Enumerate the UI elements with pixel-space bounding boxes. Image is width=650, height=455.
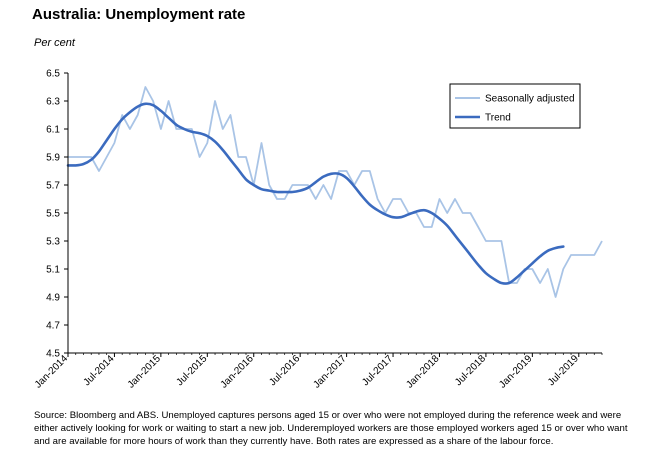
x-tick-label: Jul-2018 <box>453 353 488 388</box>
x-tick-label: Jan-2019 <box>497 353 535 391</box>
x-tick-label: Jul-2017 <box>360 353 395 388</box>
legend: Seasonally adjusted Trend <box>449 83 581 129</box>
source-note: Source: Bloomberg and ABS. Unemployed ca… <box>34 410 628 447</box>
y-axis-unit-label: Per cent <box>34 37 75 49</box>
x-tick-label: Jan-2018 <box>404 353 442 391</box>
series-line-trend <box>66 102 565 285</box>
y-tick-label: 5.7 <box>46 181 60 192</box>
y-tick-label: 5.9 <box>46 153 60 164</box>
x-tick-label: Jul-2015 <box>175 353 210 388</box>
y-tick-label: 5.5 <box>46 209 60 220</box>
x-tick-label: Jul-2016 <box>267 353 302 388</box>
legend-label-trend: Trend <box>485 113 511 124</box>
y-tick-label: 4.7 <box>46 321 60 332</box>
y-tick-label: 6.3 <box>46 97 60 108</box>
y-tick-label: 5.3 <box>46 237 60 248</box>
x-tick-label: Jul-2014 <box>82 353 117 388</box>
legend-label-seasonally-adjusted: Seasonally adjusted <box>485 94 575 105</box>
y-tick-label: 6.5 <box>46 69 60 80</box>
y-tick-label: 4.9 <box>46 293 60 304</box>
y-tick-label: 4.5 <box>46 349 60 360</box>
y-tick-label: 5.1 <box>46 265 60 276</box>
x-tick-label: Jan-2015 <box>126 353 164 391</box>
chart-title: Australia: Unemployment rate <box>32 6 246 23</box>
legend-box <box>449 83 581 129</box>
x-tick-label: Jan-2017 <box>311 353 349 391</box>
x-tick-label: Jul-2019 <box>546 353 581 388</box>
y-tick-label: 6.1 <box>46 125 60 136</box>
series-line-seasonally-adjusted <box>68 86 603 298</box>
x-tick-label: Jan-2016 <box>219 353 257 391</box>
